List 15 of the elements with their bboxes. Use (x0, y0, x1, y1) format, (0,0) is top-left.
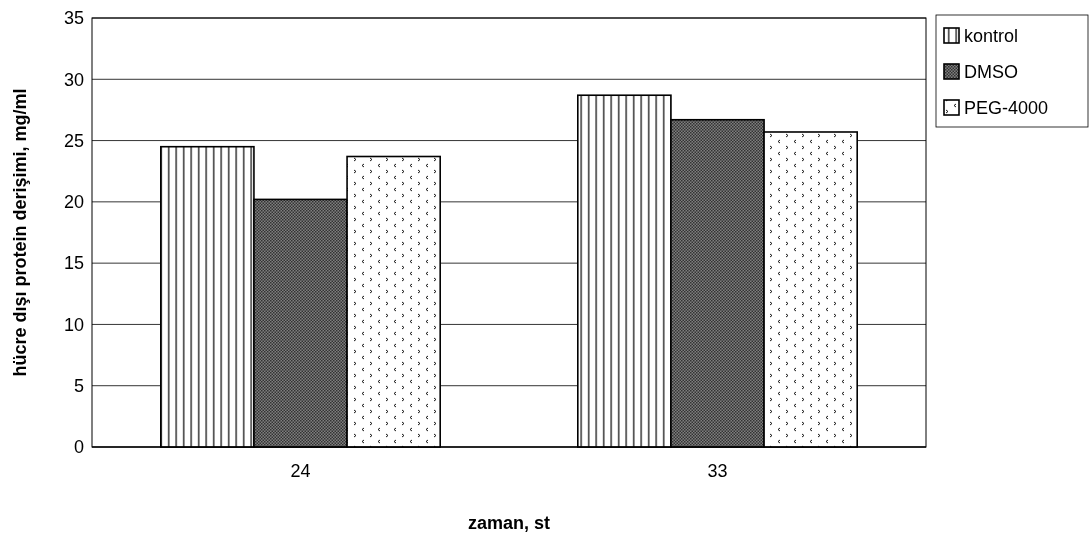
y-axis-title: hücre dışı protein derişimi, mg/ml (10, 88, 30, 377)
x-axis-title: zaman, st (467, 513, 551, 533)
text: PEG-4000 (964, 98, 1049, 119)
y-tick-label: 10 (63, 314, 84, 335)
y-tick-label: 35 (63, 8, 84, 29)
x-tick-label: 24 (290, 461, 311, 481)
legend-label: DMSO (964, 62, 1018, 83)
y-tick-label: 20 (63, 192, 84, 213)
y-tick-label: 25 (63, 130, 84, 151)
y-tick-label: 5 (73, 376, 84, 397)
y-tick-label: 0 (73, 437, 84, 458)
text: kontrol (964, 26, 1019, 47)
x-tick-label: 33 (707, 461, 728, 481)
y-tick-label: 15 (63, 253, 84, 274)
y-tick-label: 30 (63, 69, 84, 90)
